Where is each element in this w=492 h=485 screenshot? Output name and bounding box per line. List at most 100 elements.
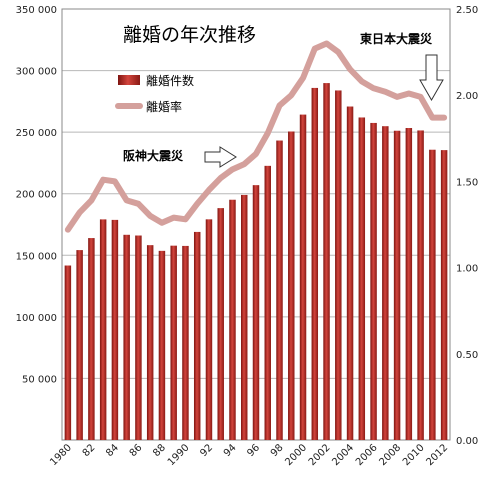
annotation-higashinihon-label: 東日本大震災 xyxy=(360,31,433,46)
bar xyxy=(229,199,236,440)
rate-point xyxy=(208,189,210,191)
rate-point xyxy=(114,180,116,182)
right-tick-label: 2.00 xyxy=(456,91,478,102)
rate-point xyxy=(196,203,198,205)
legend-swatch-bar xyxy=(118,75,140,85)
rate-point xyxy=(220,177,222,179)
bar xyxy=(370,122,377,440)
rate-point xyxy=(302,77,304,79)
bar xyxy=(417,130,424,440)
rate-point xyxy=(137,203,139,205)
bar xyxy=(299,114,307,441)
x-tick-label: 2012 xyxy=(424,442,450,468)
bar xyxy=(64,265,72,440)
bar xyxy=(429,149,436,440)
bar xyxy=(76,250,83,440)
rate-point xyxy=(231,168,233,170)
rate-point xyxy=(161,222,163,224)
right-arrow-icon xyxy=(204,146,237,168)
bar xyxy=(358,117,366,440)
x-tick-label: 2000 xyxy=(283,442,309,468)
bar xyxy=(276,140,283,440)
rate-point xyxy=(314,48,316,50)
x-tick-label: 82 xyxy=(81,442,98,459)
chart-title: 離婚の年次推移 xyxy=(123,24,256,46)
annotation-higashinihon: 東日本大震災 xyxy=(360,31,444,102)
legend-label-bar: 離婚件数 xyxy=(146,73,194,88)
x-tick-label: 1980 xyxy=(48,442,74,468)
bar xyxy=(111,219,119,440)
right-tick-label: 0.50 xyxy=(456,350,478,361)
bar xyxy=(170,245,177,440)
x-tick-label: 86 xyxy=(128,442,145,459)
bar-series xyxy=(64,83,448,441)
x-tick-label: 1990 xyxy=(166,442,192,468)
bar xyxy=(346,106,354,440)
bar xyxy=(323,83,330,440)
bar xyxy=(205,219,213,440)
x-tick-label: 88 xyxy=(151,442,168,459)
rate-point xyxy=(173,217,175,219)
line-series xyxy=(64,40,448,233)
rate-point xyxy=(408,92,410,94)
rate-point xyxy=(79,211,81,213)
rate-point xyxy=(337,51,339,53)
annotation-hanshin-label: 阪神大震災 xyxy=(123,148,184,163)
bar xyxy=(440,150,448,440)
right-tick-label: 0.00 xyxy=(456,436,478,447)
x-tick-label: 2006 xyxy=(354,442,380,468)
left-tick-label: 250 000 xyxy=(16,128,57,139)
rate-point xyxy=(396,96,398,98)
x-tick-label: 94 xyxy=(222,442,239,459)
x-tick-label: 96 xyxy=(245,442,262,459)
rate-point xyxy=(384,91,386,93)
rate-point xyxy=(279,105,281,107)
rate-point xyxy=(361,80,363,82)
rate-point xyxy=(67,229,69,231)
rate-point xyxy=(184,218,186,220)
legend: 離婚件数 離婚率 xyxy=(115,73,194,114)
bar xyxy=(158,250,166,440)
left-tick-label: 300 000 xyxy=(16,67,57,78)
bar xyxy=(311,87,319,441)
x-tick-label: 92 xyxy=(198,442,215,459)
left-tick-label: 150 000 xyxy=(16,251,57,262)
bar xyxy=(217,208,224,440)
bar xyxy=(88,238,95,440)
rate-point xyxy=(431,117,433,119)
bar xyxy=(241,194,248,440)
rate-point xyxy=(102,179,104,181)
rate-point xyxy=(420,96,422,98)
bar xyxy=(264,165,271,441)
right-axis: 0.00 0.50 1.00 1.50 2.00 2.50 xyxy=(456,5,478,447)
bar xyxy=(182,245,189,440)
rate-point xyxy=(443,117,445,119)
down-arrow-icon xyxy=(419,54,444,102)
right-tick-label: 1.50 xyxy=(456,177,478,188)
x-tick-label: 84 xyxy=(104,442,121,459)
rate-point xyxy=(373,87,375,89)
left-tick-label: 350 000 xyxy=(16,5,57,16)
rate-point xyxy=(149,215,151,217)
left-tick-label: 100 000 xyxy=(16,313,57,324)
bar xyxy=(193,231,201,440)
rate-point xyxy=(90,199,92,201)
x-tick-label: 2004 xyxy=(330,442,356,468)
bar xyxy=(252,185,260,440)
x-tick-label: 98 xyxy=(269,442,286,459)
rate-point xyxy=(126,199,128,201)
rate-point xyxy=(255,153,257,155)
rate-point xyxy=(243,163,245,165)
annotation-hanshin: 阪神大震災 xyxy=(123,146,237,168)
rate-point xyxy=(290,94,292,96)
legend-label-line: 離婚率 xyxy=(146,99,182,114)
rate-point xyxy=(349,68,351,70)
right-tick-label: 2.50 xyxy=(456,5,478,16)
x-tick-label: 2008 xyxy=(377,442,403,468)
rate-point xyxy=(326,42,328,44)
bar xyxy=(146,245,154,440)
left-tick-label: 200 000 xyxy=(16,190,57,201)
bar xyxy=(405,128,413,441)
